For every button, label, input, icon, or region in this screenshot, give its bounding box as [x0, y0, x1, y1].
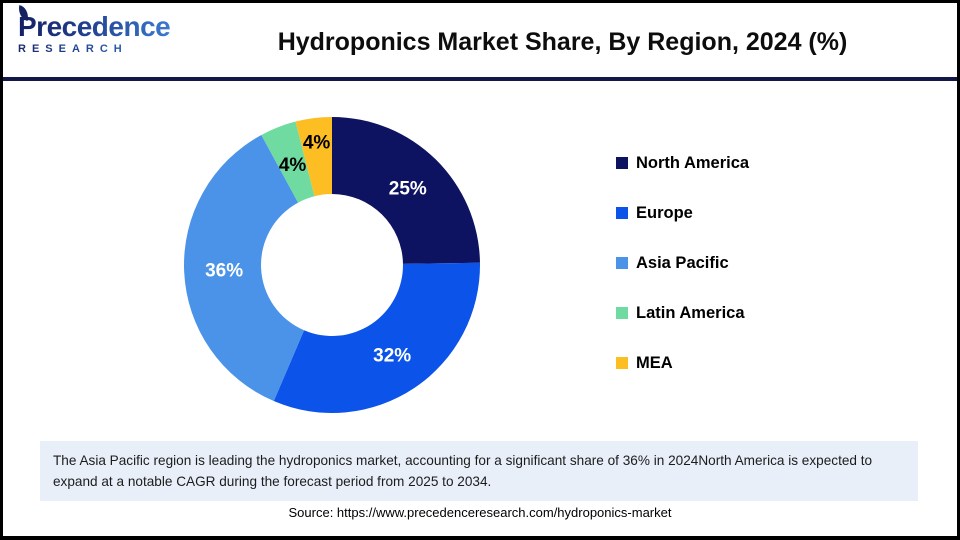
header: Precedence RESEARCH Hydroponics Market S… [3, 3, 957, 81]
legend-label: Asia Pacific [636, 253, 729, 272]
legend-item-latin-america: Latin America [616, 302, 749, 324]
slice-value-label: 25% [389, 179, 427, 200]
slice-north-america [332, 117, 480, 264]
slice-value-label: 4% [303, 132, 331, 153]
slice-latin-america [261, 121, 315, 203]
legend-swatch-mea [616, 357, 628, 369]
legend-item-europe: Europe [616, 202, 749, 224]
logo-wordmark: Precedence [16, 5, 188, 42]
legend-label: Latin America [636, 303, 745, 322]
logo-line1-text: Precedence [18, 11, 171, 42]
donut-chart: 25% 32% 36% 4%4% [184, 117, 480, 413]
source-line: Source: https://www.precedenceresearch.c… [288, 505, 672, 520]
legend-label: Europe [636, 203, 693, 222]
legend-swatch-latin-america [616, 307, 628, 319]
legend-item-north-america: North America [616, 152, 749, 174]
legend-label: North America [636, 153, 750, 172]
legend-swatch-asia-pacific [616, 257, 628, 269]
slice-value-label: 4% [279, 155, 307, 176]
summary-note: The Asia Pacific region is leading the h… [40, 441, 918, 502]
slice-asia-pacific [184, 134, 305, 402]
chart-title: Hydroponics Market Share, By Region, 202… [277, 27, 848, 56]
slice-value-label: 36% [205, 261, 243, 282]
slice-value-label: 32% [373, 345, 411, 366]
legend-label: MEA [636, 353, 673, 372]
legend-swatch-europe [616, 207, 628, 219]
legend: North America Europe Asia Pacific Latin … [616, 152, 749, 374]
legend-item-asia-pacific: Asia Pacific [616, 252, 749, 274]
precedence-research-logo: Precedence RESEARCH [16, 5, 188, 55]
legend-swatch-north-america [616, 157, 628, 169]
slice-europe [273, 262, 480, 413]
legend-item-mea: MEA [616, 352, 749, 374]
logo-subtitle: RESEARCH [18, 44, 188, 55]
slice-mea [295, 117, 332, 197]
